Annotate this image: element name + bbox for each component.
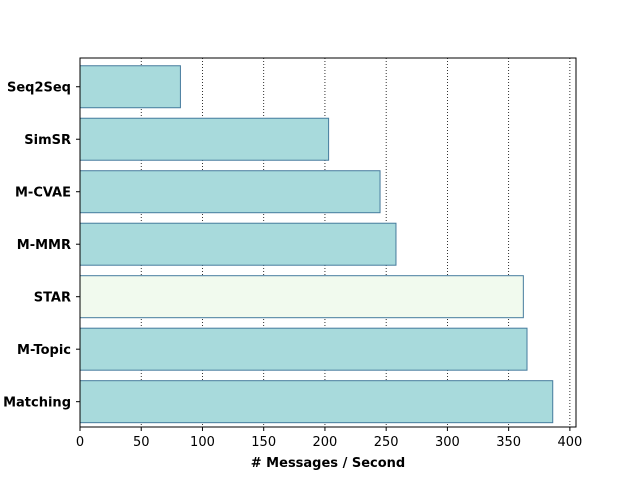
category-label: M-CVAE xyxy=(15,186,71,201)
x-axis-title: # Messages / Second xyxy=(251,456,405,471)
x-tick-label: 150 xyxy=(251,435,276,450)
x-tick-label: 200 xyxy=(313,435,338,450)
x-tick-label: 350 xyxy=(496,435,521,450)
bars xyxy=(79,65,554,424)
x-tick-label: 50 xyxy=(133,435,150,450)
category-label: M-Topic xyxy=(17,343,71,358)
category-label: SimSR xyxy=(24,133,71,148)
bar-m-cvae xyxy=(79,170,381,214)
plot-frame xyxy=(79,57,577,428)
x-axis-ticks: 0 50 100 150 200 250 300 350 400 xyxy=(76,427,582,450)
x-tick-label: 0 xyxy=(76,435,84,450)
y-axis-category-labels: Seq2Seq SimSR M-CVAE M-MMR STAR M-Topic Matchi… xyxy=(3,81,80,411)
x-tick-label: 300 xyxy=(435,435,460,450)
x-tick-label: 100 xyxy=(190,435,215,450)
bar-matching xyxy=(79,380,554,424)
bar-m-mmr xyxy=(79,222,397,266)
category-label: Seq2Seq xyxy=(7,81,71,96)
bar-seq2seq xyxy=(79,65,181,109)
category-label: STAR xyxy=(34,291,71,306)
x-tick-label: 250 xyxy=(374,435,399,450)
category-label: M-MMR xyxy=(17,238,71,253)
bar-simsr xyxy=(79,117,330,161)
bar-m-topic xyxy=(79,327,528,371)
bar-star xyxy=(79,275,524,319)
category-label: Matching xyxy=(3,396,71,411)
x-tick-label: 400 xyxy=(557,435,582,450)
